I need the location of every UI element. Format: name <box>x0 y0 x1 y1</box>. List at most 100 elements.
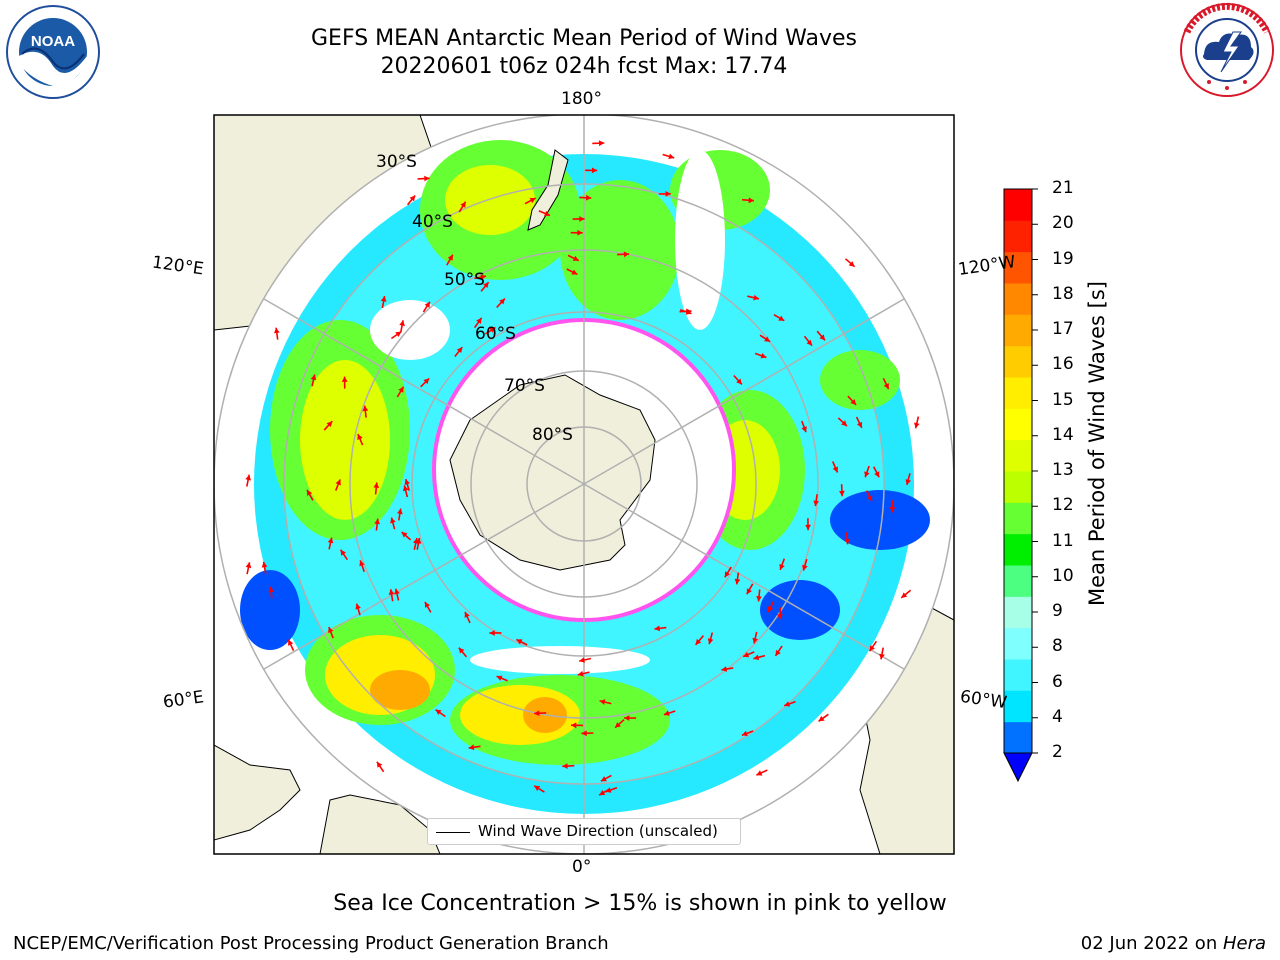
wave-arrow-head <box>456 347 463 353</box>
wave-arrow-head <box>779 564 785 570</box>
wave-arrow-head <box>397 508 403 515</box>
wave-arrow-head <box>380 296 387 302</box>
wave-arrow-head <box>850 399 857 405</box>
wave-arrow-head <box>409 195 416 202</box>
map-frame <box>213 114 955 855</box>
wave-arrow-head <box>268 586 274 593</box>
wave-arrow-head <box>516 639 523 645</box>
colorbar-tick-label: 2 <box>1052 742 1063 762</box>
wave-arrow-head <box>399 320 405 327</box>
wave-arrow-head <box>288 639 294 646</box>
wave-arrow-head <box>624 715 630 721</box>
colorbar-tick-label: 17 <box>1052 319 1074 339</box>
wave-arrow-head <box>489 630 495 636</box>
wave-arrow-head <box>864 471 870 478</box>
wave-arrow-head <box>818 715 825 722</box>
wave-arrow-head <box>571 269 578 275</box>
wave-arrow-head <box>752 637 758 644</box>
wave-arrow-head <box>464 611 470 618</box>
wave-arrow-head <box>707 638 714 645</box>
wave-arrow-head <box>775 649 781 656</box>
colorbar-tick-label: 21 <box>1052 178 1074 198</box>
wave-arrow-head <box>581 730 587 737</box>
wave-arrow-head <box>245 562 252 569</box>
colorbar-segment <box>1004 690 1032 723</box>
wave-arrow-head <box>874 471 880 478</box>
wave-arrow-head <box>654 625 660 632</box>
noaa-logo: NOAA <box>6 5 100 99</box>
wave-arrow-head <box>579 216 585 222</box>
longitude-lines <box>263 115 905 854</box>
colorbar-segment <box>1004 533 1032 566</box>
wave-arrow-head <box>402 485 409 492</box>
colorbar-segment <box>1004 565 1032 597</box>
wave-arrow-head <box>905 479 911 485</box>
colorbar-segment <box>1004 659 1032 691</box>
wave-arrow-head <box>310 374 317 381</box>
footer-credit: NCEP/EMC/Verification Post Processing Pr… <box>13 933 609 954</box>
colorbar-tick-label: 14 <box>1052 424 1074 445</box>
colorbar-segment <box>1004 251 1032 284</box>
wave-arrow-head <box>736 378 742 385</box>
wind-wave-arrows <box>245 140 920 796</box>
wave-arrow-head <box>390 517 396 524</box>
wave-arrow-head <box>869 645 875 652</box>
colorbar <box>1003 188 1038 783</box>
wave-arrow-head <box>534 785 541 791</box>
wave-arrow-head <box>615 722 621 728</box>
wave-arrow-head <box>748 197 754 204</box>
wave-arrow-head <box>914 422 920 429</box>
wave-arrow-head <box>327 537 334 544</box>
wave-arrow-head <box>879 653 885 660</box>
wave-arrow-head <box>572 255 579 261</box>
wave-arrow-head <box>753 654 760 661</box>
wave-arrow-head <box>802 564 808 571</box>
colorbar-segment <box>1004 220 1032 253</box>
wave-arrow-head <box>376 761 383 768</box>
wave-arrow-head <box>307 489 313 496</box>
wave-arrow-head <box>577 670 584 677</box>
colorbar-tick-label: 11 <box>1052 530 1074 551</box>
colorbar-label: Mean Period of Wind Waves [s] <box>1085 281 1109 606</box>
wave-arrow-head <box>668 153 675 160</box>
colorbar-segment <box>1004 189 1032 221</box>
wave-arrow-head <box>784 701 791 707</box>
wave-arrow-head <box>424 175 430 182</box>
lon-label-180: 180° <box>561 89 602 109</box>
wave-arrow-head <box>805 524 811 531</box>
legend-label: Wind Wave Direction (unscaled) <box>478 822 718 840</box>
wave-arrow-head <box>340 549 346 556</box>
colorbar-tick-label: 6 <box>1052 671 1063 692</box>
wave-arrow-head <box>591 167 598 174</box>
colorbar-tick-label: 16 <box>1052 354 1074 375</box>
chart-subtitle: 20220601 t06z 024h fcst Max: 17.74 <box>380 54 788 79</box>
colorbar-tick-label: 19 <box>1052 248 1074 269</box>
wave-arrow-head <box>753 294 759 301</box>
wave-arrow-head <box>599 699 606 705</box>
wave-arrow-head <box>867 495 873 502</box>
wave-arrow-head <box>665 191 671 197</box>
colorbar-tick-label: 9 <box>1052 601 1063 621</box>
wave-arrow-head <box>499 298 505 305</box>
wave-arrow-head <box>435 709 442 715</box>
footer-date: 02 Jun 2022 on Hera <box>1081 933 1266 954</box>
wave-arrow-head <box>359 560 365 567</box>
chart-title: GEFS MEAN Antarctic Mean Period of Wind … <box>311 26 857 51</box>
sea-ice-note: Sea Ice Concentration > 15% is shown in … <box>333 891 947 916</box>
wave-arrow-head <box>447 254 453 261</box>
wave-arrow-head <box>724 571 730 578</box>
colorbar-segment <box>1004 408 1032 441</box>
wave-arrow-head <box>562 763 568 769</box>
colorbar-segment <box>1004 596 1032 629</box>
colorbar-extend-arrow <box>1003 752 1033 783</box>
wave-arrow-head <box>341 376 348 382</box>
wave-arrow-head <box>598 140 605 147</box>
colorbar-segment <box>1004 439 1032 472</box>
wave-arrow-head <box>756 596 762 602</box>
colorbar-tick-label: 10 <box>1052 565 1074 586</box>
wave-arrow-head <box>496 675 503 681</box>
wave-arrow-head <box>577 229 583 236</box>
wave-arrow-head <box>695 638 702 645</box>
wave-arrow-head <box>468 744 475 751</box>
colorbar-tick-label: 13 <box>1052 460 1074 480</box>
